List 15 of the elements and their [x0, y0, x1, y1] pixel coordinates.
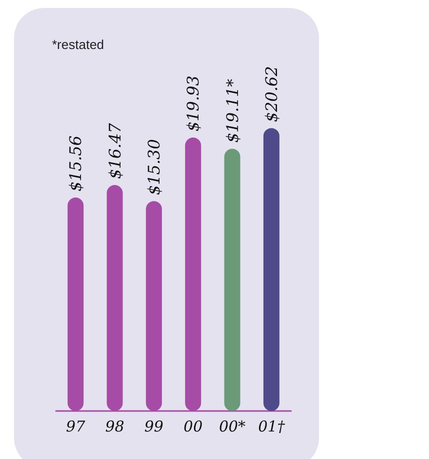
data-label: $20.62 — [262, 66, 281, 122]
bar — [224, 148, 240, 411]
x-tick-label: 00* — [218, 418, 246, 436]
data-label: $16.47 — [105, 122, 124, 180]
x-tick-label: 97 — [66, 418, 86, 436]
x-tick-label: 98 — [105, 418, 124, 436]
x-tick-label: 01† — [258, 418, 286, 436]
text: *restated — [52, 37, 104, 52]
x-tick-label: 00 — [184, 418, 204, 436]
data-label: $15.30 — [144, 139, 164, 196]
x-tick-label: 99 — [144, 418, 164, 436]
data-label: $19.93 — [184, 76, 203, 132]
bar — [263, 128, 280, 411]
data-label: $19.11* — [222, 78, 242, 143]
data-label: $15.56 — [66, 136, 86, 192]
